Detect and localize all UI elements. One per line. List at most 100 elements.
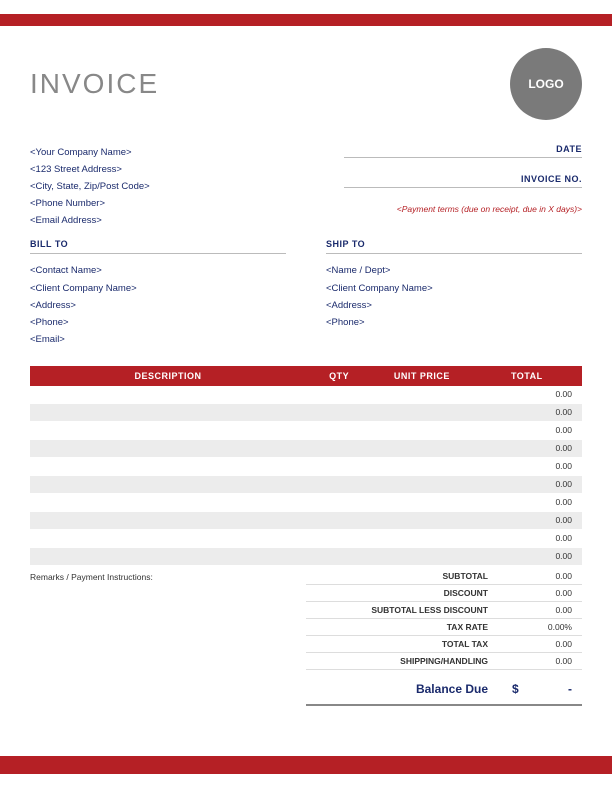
invoice-no-label: INVOICE NO. [344,174,582,188]
cell-unit-price [372,547,471,565]
cell-total: 0.00 [472,457,582,475]
cell-description [30,386,306,404]
shipping-value: 0.00 [512,656,582,666]
company-name: <Your Company Name> [30,144,316,161]
table-row: 0.00 [30,403,582,421]
cell-total: 0.00 [472,403,582,421]
cell-total: 0.00 [472,421,582,439]
company-email: <Email Address> [30,212,316,229]
cell-qty [306,457,372,475]
cell-total: 0.00 [472,547,582,565]
ship-to-name: <Name / Dept> [326,262,582,279]
subtotal-value: 0.00 [512,571,582,581]
remarks-label: Remarks / Payment Instructions: [30,568,306,706]
table-row: 0.00 [30,439,582,457]
cell-qty [306,547,372,565]
discount-value: 0.00 [512,588,582,598]
bill-to-email: <Email> [30,331,286,348]
cell-qty [306,386,372,404]
col-total: TOTAL [472,366,582,386]
bill-to-label: BILL TO [30,239,286,254]
summary: SUBTOTAL0.00 DISCOUNT0.00 SUBTOTAL LESS … [306,568,582,706]
shipping-label: SHIPPING/HANDLING [306,656,512,666]
logo-text: LOGO [528,77,563,91]
bill-to: BILL TO <Contact Name> <Client Company N… [30,239,286,347]
cell-description [30,421,306,439]
discount-label: DISCOUNT [306,588,512,598]
bill-to-address: <Address> [30,297,286,314]
cell-unit-price [372,457,471,475]
table-row: 0.00 [30,386,582,404]
cell-description [30,547,306,565]
cell-total: 0.00 [472,475,582,493]
total-tax-value: 0.00 [512,639,582,649]
payment-terms: <Payment terms (due on receipt, due in X… [344,204,582,214]
subtotal-less-value: 0.00 [512,605,582,615]
ship-to-company: <Client Company Name> [326,280,582,297]
subtotal-less-label: SUBTOTAL LESS DISCOUNT [306,605,512,615]
cell-qty [306,511,372,529]
cell-unit-price [372,403,471,421]
bottom-bar [0,756,612,774]
cell-unit-price [372,529,471,547]
cell-description [30,475,306,493]
ship-to-phone: <Phone> [326,314,582,331]
col-description: DESCRIPTION [30,366,306,386]
balance-label: Balance Due [306,682,512,696]
cell-qty [306,421,372,439]
cell-unit-price [372,493,471,511]
top-bar [0,14,612,26]
cell-qty [306,475,372,493]
ship-to: SHIP TO <Name / Dept> <Client Company Na… [326,239,582,347]
bill-to-contact: <Contact Name> [30,262,286,279]
tax-rate-value: 0.00% [512,622,582,632]
table-row: 0.00 [30,511,582,529]
cell-total: 0.00 [472,511,582,529]
line-items-table: DESCRIPTION QTY UNIT PRICE TOTAL 0.000.0… [30,366,582,566]
ship-to-label: SHIP TO [326,239,582,254]
table-row: 0.00 [30,529,582,547]
cell-total: 0.00 [472,493,582,511]
cell-description [30,439,306,457]
logo: LOGO [510,48,582,120]
cell-unit-price [372,421,471,439]
cell-description [30,457,306,475]
cell-qty [306,493,372,511]
cell-unit-price [372,386,471,404]
cell-description [30,403,306,421]
cell-total: 0.00 [472,439,582,457]
cell-unit-price [372,439,471,457]
cell-description [30,529,306,547]
company-info: <Your Company Name> <123 Street Address>… [30,144,316,229]
ship-to-address: <Address> [326,297,582,314]
col-qty: QTY [306,366,372,386]
cell-total: 0.00 [472,386,582,404]
cell-qty [306,403,372,421]
table-row: 0.00 [30,457,582,475]
subtotal-label: SUBTOTAL [306,571,512,581]
table-row: 0.00 [30,547,582,565]
balance-currency: $ [512,682,532,696]
table-row: 0.00 [30,475,582,493]
total-tax-label: TOTAL TAX [306,639,512,649]
table-row: 0.00 [30,421,582,439]
bill-to-company: <Client Company Name> [30,280,286,297]
cell-description [30,511,306,529]
meta-info: DATE INVOICE NO. <Payment terms (due on … [344,144,582,229]
company-phone: <Phone Number> [30,195,316,212]
company-city: <City, State, Zip/Post Code> [30,178,316,195]
balance-value: - [532,682,582,696]
cell-unit-price [372,511,471,529]
company-street: <123 Street Address> [30,161,316,178]
cell-qty [306,439,372,457]
page-title: INVOICE [30,68,159,100]
cell-total: 0.00 [472,529,582,547]
date-label: DATE [344,144,582,158]
col-unit-price: UNIT PRICE [372,366,471,386]
cell-unit-price [372,475,471,493]
cell-description [30,493,306,511]
bill-to-phone: <Phone> [30,314,286,331]
cell-qty [306,529,372,547]
tax-rate-label: TAX RATE [306,622,512,632]
table-row: 0.00 [30,493,582,511]
